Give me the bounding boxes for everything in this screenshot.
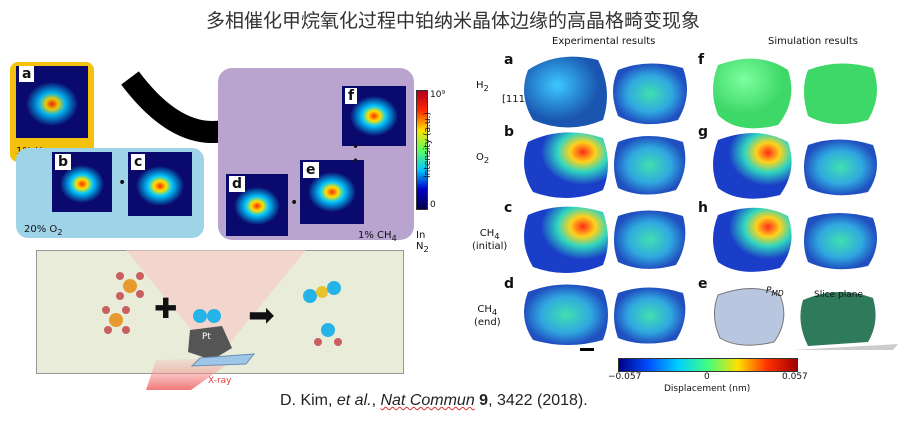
citation: D. Kim, et al., Nat Commun 9, 3422 (2018… <box>280 392 588 410</box>
row-g-letter: g <box>698 124 709 140</box>
row-b-letter: b <box>504 124 515 140</box>
direction-label: [111] <box>502 94 529 105</box>
displacement-mid: 0 <box>704 372 710 382</box>
row-h2-label: H2 <box>476 80 489 93</box>
citation-authors: D. Kim, <box>280 392 337 409</box>
nanocrystal-grid <box>524 56 898 350</box>
plus-icon: ✚ <box>154 292 178 325</box>
ch4-group-label: 1% CH4 <box>358 230 397 243</box>
experimental-header: Experimental results <box>552 36 656 47</box>
row-f-letter: f <box>698 52 705 68</box>
o2-group-label: 20% O2 <box>24 224 63 237</box>
displacement-max: 0.057 <box>782 372 808 382</box>
water-molecule-icon <box>314 323 342 346</box>
citation-rest: , 3422 (2018). <box>488 392 588 409</box>
n2-group-label: In N2 <box>416 230 429 254</box>
row-ch4-initial-label: CH4 (initial) <box>472 228 508 252</box>
panel-b-letter: b <box>55 154 72 170</box>
simulation-header: Simulation results <box>768 36 858 47</box>
pt-label: Pt <box>202 332 211 342</box>
panel-a-letter: a <box>19 66 35 82</box>
citation-separator: , <box>371 392 381 409</box>
xray-beam <box>126 250 306 390</box>
methane-molecule-icon <box>116 272 144 300</box>
colorbar-title: Intensity (a.u.) <box>423 112 433 178</box>
xray-label: X-ray <box>208 376 232 386</box>
slice-plane-annotation: Slice plane <box>814 290 864 300</box>
pt-nanocrystal-icon <box>188 309 256 367</box>
page-title: 多相催化甲烷氧化过程中铂纳米晶体边缘的高晶格畸变现象 <box>205 10 700 32</box>
colorbar-max-label: 10⁹ <box>430 90 446 100</box>
row-h-letter: h <box>698 200 708 216</box>
citation-etal: et al. <box>336 392 372 409</box>
row-e-letter: e <box>698 276 708 292</box>
row-a-letter: a <box>504 52 514 68</box>
dot-separator: • <box>290 195 299 211</box>
panel-f-letter: f <box>345 88 358 104</box>
pmd-annotation: PMD <box>766 286 784 298</box>
panel-c-letter: c <box>131 154 146 170</box>
left-figure: a 1% H2 b • c 20% O2 f e d • •• 1% CH4 I… <box>0 40 445 390</box>
displacement-colorbar <box>618 358 798 372</box>
right-figure: Experimental results Simulation results … <box>468 36 898 394</box>
panel-e-letter: e <box>303 162 319 178</box>
panel-d-letter: d <box>229 176 246 192</box>
citation-journal: Nat Commun <box>380 392 475 409</box>
co2-molecule-icon <box>303 281 341 303</box>
right-arrow-icon: ➡ <box>248 296 275 334</box>
displacement-label: Displacement (nm) <box>664 384 751 394</box>
scale-bar <box>580 348 594 351</box>
citation-volume: 9 <box>479 392 489 409</box>
row-ch4-end-label: CH4 (end) <box>474 304 501 328</box>
methane-molecule-icon <box>102 306 130 334</box>
diffraction-image-b <box>52 152 112 212</box>
colorbar-min-label: 0 <box>430 200 436 210</box>
intensity-colorbar <box>416 90 428 210</box>
row-d-letter: d <box>504 276 515 292</box>
dot-separator: • • <box>352 140 360 168</box>
displacement-min: −0.057 <box>608 372 642 382</box>
row-o2-label: O2 <box>476 152 490 165</box>
dot-separator: • <box>118 175 127 191</box>
row-c-letter: c <box>504 200 513 216</box>
